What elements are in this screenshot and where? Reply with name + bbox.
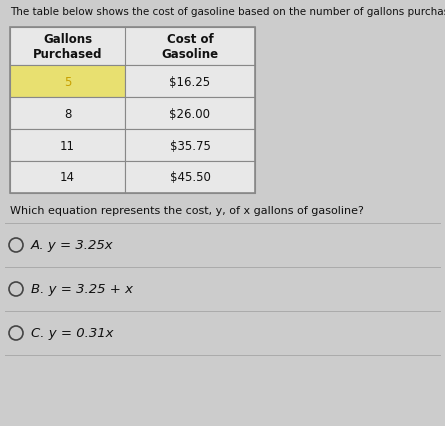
Bar — [125, 161, 255, 193]
Text: A. y = 3.25x: A. y = 3.25x — [31, 239, 113, 252]
Text: $16.25: $16.25 — [170, 75, 210, 88]
Text: $45.50: $45.50 — [170, 171, 210, 184]
Bar — [125, 98, 255, 130]
Text: 8: 8 — [64, 107, 71, 120]
Text: $35.75: $35.75 — [170, 139, 210, 152]
Text: 14: 14 — [60, 171, 75, 184]
Text: 5: 5 — [64, 75, 71, 88]
Text: B. y = 3.25 + x: B. y = 3.25 + x — [31, 283, 133, 296]
Text: The table below shows the cost of gasoline based on the number of gallons purcha: The table below shows the cost of gasoli… — [10, 7, 445, 17]
Bar — [10, 98, 125, 130]
Text: Which equation represents the cost, y, of x gallons of gasoline?: Which equation represents the cost, y, o… — [10, 205, 364, 216]
Bar — [125, 130, 255, 161]
Text: Cost of
Gasoline: Cost of Gasoline — [162, 33, 218, 61]
Bar — [125, 66, 255, 98]
Bar — [10, 161, 125, 193]
Text: Gallons
Purchased: Gallons Purchased — [33, 33, 102, 61]
Text: $26.00: $26.00 — [170, 107, 210, 120]
Bar — [10, 28, 255, 66]
Bar — [10, 28, 255, 193]
Text: C. y = 0.31x: C. y = 0.31x — [31, 327, 113, 340]
Bar — [10, 130, 125, 161]
Text: 11: 11 — [60, 139, 75, 152]
Bar — [10, 66, 125, 98]
